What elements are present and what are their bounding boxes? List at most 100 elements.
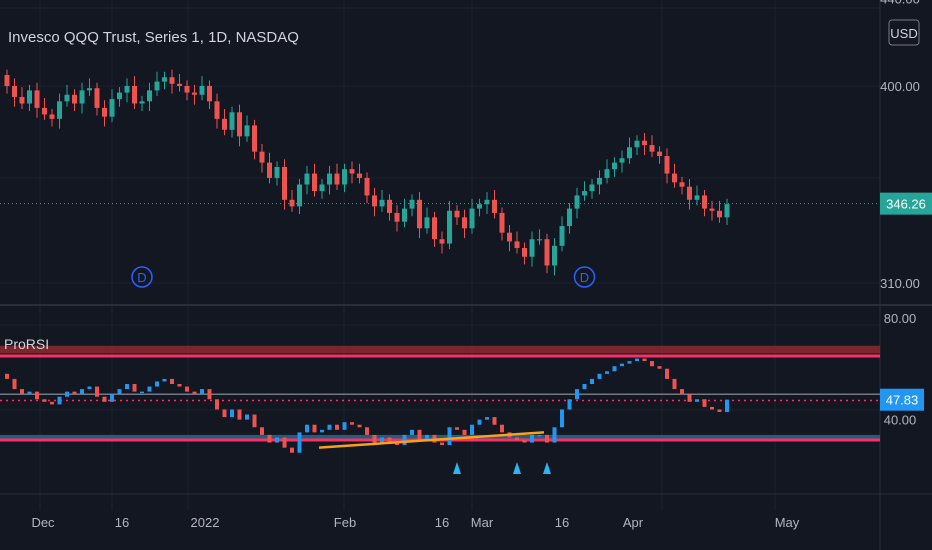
rsi-bar[interactable] [672,378,677,390]
rsi-bar[interactable] [537,434,542,437]
rsi-bar[interactable] [72,391,77,395]
rsi-bars[interactable] [5,358,729,453]
rsi-bar[interactable] [710,406,714,410]
rsi-bar[interactable] [222,409,227,418]
rsi-bar[interactable] [350,422,354,425]
rsi-bar[interactable] [372,434,377,443]
rsi-bar[interactable] [42,399,47,402]
candle-body[interactable] [289,199,295,207]
buy-signal-icon[interactable] [543,462,551,474]
candle-body[interactable] [597,177,602,185]
candle-body[interactable] [64,94,70,102]
candle-body[interactable] [522,247,527,257]
rsi-bar[interactable] [147,386,152,392]
rsi-bar[interactable] [125,384,129,390]
candle-body[interactable] [109,99,115,117]
candle-body[interactable] [409,199,415,209]
candle-body[interactable] [589,184,595,192]
candle-body[interactable] [267,162,272,178]
candle-body[interactable] [214,101,220,119]
candle-body[interactable] [177,83,182,86]
rsi-bar[interactable] [387,437,392,443]
rsi-bar[interactable] [680,389,684,395]
rsi-bar[interactable] [695,399,699,402]
rsi-bar[interactable] [5,373,9,379]
rsi-bar[interactable] [725,399,729,412]
candle-body[interactable] [327,173,332,185]
candle-body[interactable] [672,173,677,183]
candle-body[interactable] [132,86,137,104]
candle-body[interactable] [484,199,490,205]
rsi-bar[interactable] [492,417,497,425]
candle-body[interactable] [394,212,400,222]
rsi-bar[interactable] [665,368,669,379]
rsi-bar[interactable] [657,366,662,369]
candle-body[interactable] [642,140,647,146]
candle-body[interactable] [417,199,422,229]
rsi-bar[interactable] [162,378,167,382]
rsi-bar[interactable] [215,399,219,410]
rsi-bar[interactable] [410,429,414,435]
rsi-bar[interactable] [117,389,122,395]
rsi-bar[interactable] [245,414,249,420]
rsi-bar[interactable] [395,442,399,446]
candle-body[interactable] [604,169,610,178]
candle-body[interactable] [12,86,17,97]
rsi-bar[interactable] [627,361,632,364]
rsi-bar[interactable] [455,427,459,430]
candle-body[interactable] [507,232,512,242]
candle-body[interactable] [162,77,167,82]
rsi-bar[interactable] [177,384,182,387]
candle-body[interactable] [619,158,625,163]
rsi-bar[interactable] [230,409,234,418]
candle-body[interactable] [147,90,152,102]
rsi-bar[interactable] [567,399,572,410]
candle-body[interactable] [612,162,617,170]
rsi-bar[interactable] [80,389,84,395]
candle-body[interactable] [244,125,250,137]
rsi-bar[interactable] [402,434,407,446]
buy-signal-icon[interactable] [513,462,521,474]
candle-body[interactable] [462,217,467,229]
candle-body[interactable] [4,75,10,86]
candle-body[interactable] [454,210,460,218]
currency-button-label[interactable]: USD [890,26,917,41]
candle-body[interactable] [634,140,640,148]
candle-body[interactable] [364,177,370,196]
rsi-bar[interactable] [342,422,347,430]
candle-body[interactable] [717,210,722,218]
candle-body[interactable] [402,208,407,222]
candle-body[interactable] [567,208,572,227]
candle-body[interactable] [372,195,377,207]
dividend-marker-icon[interactable] [131,266,153,288]
rsi-bar[interactable] [477,419,482,425]
candle-body[interactable] [124,86,130,93]
candle-body[interactable] [552,245,557,266]
rsi-bar[interactable] [440,442,444,446]
rsi-bar[interactable] [110,394,114,402]
rsi-bar[interactable] [702,399,707,407]
candle-body[interactable] [229,112,235,130]
indicator-name[interactable]: ProRSI [4,336,49,352]
rsi-bar[interactable] [327,424,332,430]
candle-body[interactable] [387,199,392,213]
candle-body[interactable] [102,107,107,117]
candle-body[interactable] [192,92,197,95]
rsi-bar[interactable] [462,429,467,435]
rsi-bar[interactable] [185,386,189,392]
rsi-bar[interactable] [290,447,294,453]
candle-body[interactable] [447,210,452,244]
candle-body[interactable] [207,86,212,102]
rsi-bar[interactable] [582,384,587,390]
rsi-bar[interactable] [252,414,257,428]
candle-body[interactable] [312,173,317,192]
candle-body[interactable] [169,77,175,84]
rsi-bar[interactable] [35,391,39,400]
candle-body[interactable] [49,114,55,119]
rsi-bar[interactable] [155,381,159,387]
rsi-bar[interactable] [365,427,369,435]
candle-body[interactable] [57,101,62,119]
candle-body[interactable] [657,151,662,157]
candle-body[interactable] [469,208,475,229]
